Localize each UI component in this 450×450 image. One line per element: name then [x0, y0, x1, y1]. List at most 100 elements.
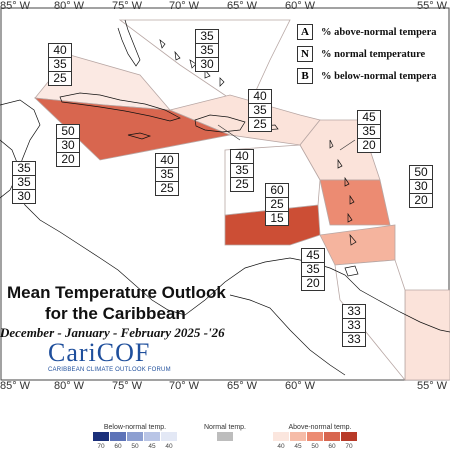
key-text-above: % above-normal tempera	[321, 26, 437, 38]
normal-value: 35	[231, 164, 253, 178]
legend-tick-below: 45	[148, 443, 156, 450]
normal-value: 35	[249, 104, 271, 118]
below-normal-value: 25	[235, 177, 249, 191]
normal-value: 33	[343, 319, 365, 333]
longitude-label-bottom: 75° W	[111, 380, 143, 392]
legend-tick-above: 45	[294, 443, 302, 450]
prob-box-north-bahamas: 35 35 30	[195, 29, 219, 72]
normal-value: 25	[266, 198, 288, 212]
legend-tick-below: 60	[114, 443, 122, 450]
below-normal-value: 25	[53, 71, 67, 85]
legend-swatch-below	[161, 432, 177, 441]
legend-above-label: Above-normal temp.	[288, 424, 352, 431]
longitude-label-top: 70° W	[168, 0, 200, 12]
longitude-label-bottom: 55° W	[416, 380, 448, 392]
above-normal-value: 40	[249, 90, 271, 104]
legend-swatch-above	[273, 432, 289, 441]
legend-tick-above: 50	[311, 443, 319, 450]
prob-box-guianas: 33 33 33	[342, 304, 366, 347]
above-normal-value: 45	[302, 249, 324, 263]
prob-box-cayman-jamaica: 40 35 25	[155, 153, 179, 196]
legend-swatch-below	[127, 432, 143, 441]
normal-value: 35	[302, 263, 324, 277]
below-normal-value: 20	[362, 138, 376, 152]
legend-tick-below: 70	[97, 443, 105, 450]
below-normal-value: 30	[200, 57, 214, 71]
legend-tick-above: 60	[328, 443, 336, 450]
logo-subtitle: CARIBBEAN CLIMATE OUTLOOK FORUM	[48, 367, 171, 373]
below-normal-value: 15	[270, 211, 284, 225]
normal-value: 35	[196, 44, 218, 58]
title-season: December - January - February 2025 -'26	[0, 325, 225, 340]
longitude-label-bottom: 65° W	[226, 380, 258, 392]
below-normal-value: 30	[17, 189, 31, 203]
longitude-label-top: 55° W	[416, 0, 448, 12]
key-row-below: B % below-normal tempera	[297, 68, 436, 84]
above-normal-value: 35	[196, 30, 218, 44]
legend-swatch-below	[93, 432, 109, 441]
legend-normal-label: Normal temp.	[203, 424, 247, 431]
key-text-below: % below-normal tempera	[321, 70, 437, 82]
legend-tick-above: 40	[277, 443, 285, 450]
above-normal-value: 40	[231, 150, 253, 164]
normal-value: 35	[156, 168, 178, 182]
below-normal-value: 20	[61, 152, 75, 166]
above-normal-value: 35	[13, 162, 35, 176]
region-windward-islands	[319, 179, 391, 226]
caricof-logo: CariCOF CARIBBEAN CLIMATE OUTLOOK FORUM	[48, 339, 178, 375]
prob-box-gulf-mexico: 40 35 25	[48, 43, 72, 86]
prob-box-leeward-islands: 45 35 20	[357, 110, 381, 153]
key-letter-below: B	[297, 68, 313, 84]
above-normal-value: 50	[410, 166, 432, 180]
leader-lines	[217, 124, 356, 151]
longitude-axis-top: 85° W 80° W 75° W 70° W 65° W 60° W 55° W	[0, 0, 450, 14]
legend-swatch-above	[290, 432, 306, 441]
normal-value: 30	[410, 180, 432, 194]
longitude-label-top: 85° W	[0, 0, 31, 12]
legend-swatch-below	[110, 432, 126, 441]
legend-tick-below: 40	[165, 443, 173, 450]
longitude-label-bottom: 60° W	[284, 380, 316, 392]
normal-value: 35	[358, 125, 380, 139]
above-normal-value: 40	[49, 44, 71, 58]
region-boundary-south	[334, 259, 406, 382]
prob-box-hispaniola: 40 35 25	[248, 89, 272, 132]
prob-box-cuba: 50 30 20	[56, 124, 80, 167]
normal-value: 35	[49, 58, 71, 72]
legend-below-label: Below-normal temp.	[103, 424, 167, 431]
longitude-label-top: 65° W	[226, 0, 258, 12]
prob-box-windward-islands: 50 30 20	[409, 165, 433, 208]
legend-swatch-above	[307, 432, 323, 441]
legend-swatch-normal	[217, 432, 233, 441]
longitude-label-bottom: 70° W	[168, 380, 200, 392]
normal-value: 35	[13, 176, 35, 190]
prob-box-southeast-caribbean: 45 35 20	[301, 248, 325, 291]
key-letter-above: A	[297, 24, 313, 40]
longitude-label-top: 60° W	[284, 0, 316, 12]
longitude-label-bottom: 85° W	[0, 380, 31, 392]
title-line-2: for the Caribbean	[45, 304, 186, 323]
key-row-normal: N % normal temperature	[297, 46, 425, 62]
title-line-1: Mean Temperature Outlook	[7, 283, 226, 302]
key-text-normal: % normal temperature	[321, 48, 426, 60]
legend-tick-above: 70	[345, 443, 353, 450]
longitude-label-top: 80° W	[53, 0, 85, 12]
key-letter-normal: N	[297, 46, 313, 62]
prob-box-puerto-rico: 40 35 25	[230, 149, 254, 192]
legend-swatch-above	[341, 432, 357, 441]
prob-box-central-caribbean: 60 25 15	[265, 183, 289, 226]
legend-swatch-below	[144, 432, 160, 441]
below-normal-value: 20	[306, 276, 320, 290]
legend-tick-below: 50	[131, 443, 139, 450]
logo-wordmark: CariCOF	[48, 338, 151, 367]
above-normal-value: 40	[156, 154, 178, 168]
longitude-axis-bottom: 85° W 80° W 75° W 70° W 65° W 60° W 55° W	[0, 378, 450, 392]
probability-key: A % above-normal tempera N % normal temp…	[297, 22, 450, 86]
below-normal-value: 20	[414, 193, 428, 207]
key-row-above: A % above-normal tempera	[297, 24, 436, 40]
below-normal-value: 33	[347, 332, 361, 346]
region-guianas	[404, 289, 450, 381]
above-normal-value: 45	[358, 111, 380, 125]
longitude-label-top: 75° W	[111, 0, 143, 12]
